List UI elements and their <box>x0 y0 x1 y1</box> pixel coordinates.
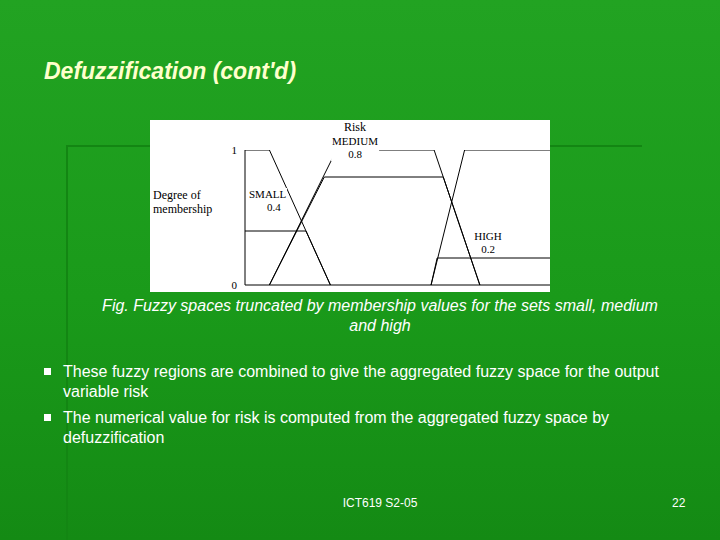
html-text:These fuzzy regions are combin: These fuzzy regions are combined to give… <box>63 363 659 400</box>
html-text:Risk: Risk <box>344 120 366 134</box>
html-text:0.2: 0.2 <box>481 243 495 255</box>
html-text:Defuzzification (cont'd): Defuzzification (cont'd) <box>44 58 297 84</box>
html-text:22: 22 <box>672 496 686 510</box>
html-text:MEDIUM: MEDIUM <box>332 135 378 147</box>
html-text:0.4: 0.4 <box>267 201 281 213</box>
html-text:Degree of membership: Degree of membership <box>153 188 213 216</box>
html-text:0.8: 0.8 <box>348 148 362 160</box>
html-text:HIGH: HIGH <box>474 230 502 242</box>
html-text:Fig. Fuzzy spaces truncated by: Fig. Fuzzy spaces truncated by membershi… <box>102 297 658 334</box>
html-text:The numerical value for risk i: The numerical value for risk is computed… <box>63 409 609 446</box>
html-text:SMALL: SMALL <box>249 188 287 200</box>
html-text:ICT619 S2-05: ICT619 S2-05 <box>342 496 418 510</box>
svg-text:1: 1 <box>232 144 238 156</box>
svg-text:0: 0 <box>232 279 238 291</box>
